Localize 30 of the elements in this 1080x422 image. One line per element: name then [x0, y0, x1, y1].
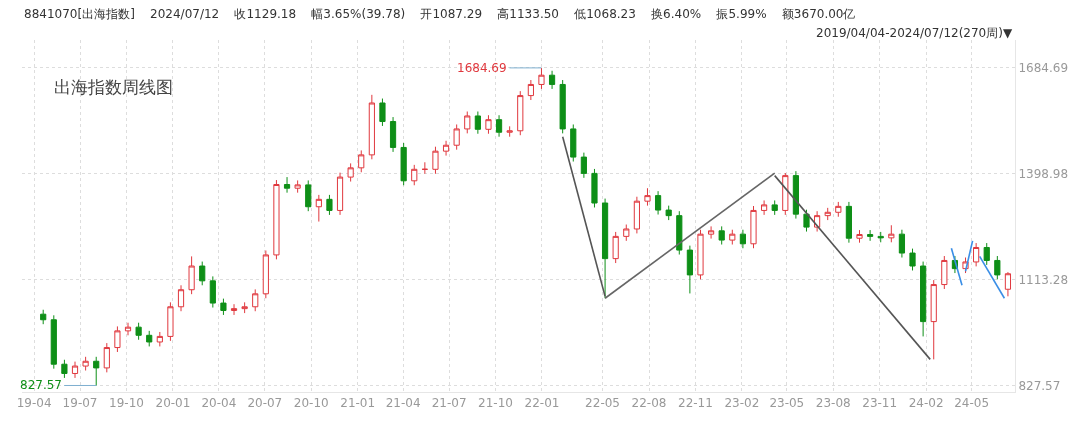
x-tick-label: 20-04 — [201, 396, 237, 411]
y-tick-label: 1398.98 — [1018, 166, 1069, 181]
chart-subtitle: 8841070[出海指数] 2024/07/12 收1129.18 幅3.65%(39.78) 开1087.29 高1133.50 低1068.23 换6.40% 振5.99% 额3670.00亿 — [24, 7, 856, 21]
y-tick-label: 827.57 — [1018, 378, 1061, 393]
x-tick-label: 24-05 — [954, 396, 990, 411]
x-tick-label: 22-08 — [631, 396, 667, 411]
x-tick-label: 24-02 — [908, 396, 944, 411]
x-tick-label: 23-11 — [862, 396, 898, 411]
y-tick-label: 1113.28 — [1018, 272, 1069, 287]
x-tick-label: 19-07 — [62, 396, 98, 411]
annotation: 1684.69 — [457, 61, 507, 75]
x-tick-label: 21-01 — [340, 396, 376, 411]
x-tick-label: 21-07 — [431, 396, 467, 411]
annotation: 2019/04/04-2024/07/12(270周)▼ — [816, 26, 1013, 40]
x-tick-label: 23-05 — [769, 396, 805, 411]
x-tick-label: 22-11 — [678, 396, 713, 411]
y-tick-label: 1684.69 — [1018, 61, 1069, 76]
x-tick-label: 20-07 — [247, 396, 283, 411]
x-tick-label: 20-01 — [155, 396, 191, 411]
x-tick-label: 20-10 — [293, 396, 329, 411]
x-tick-label: 19-10 — [109, 396, 144, 411]
x-tick-label: 22-05 — [585, 396, 620, 411]
x-tick-label: 21-10 — [478, 396, 513, 411]
x-tick-label: 23-02 — [724, 396, 760, 411]
text: 出海指数周线图 — [54, 77, 173, 97]
x-tick-label: 22-01 — [524, 396, 560, 411]
annotation: 827.57 — [20, 378, 62, 392]
x-tick-label: 23-08 — [815, 396, 851, 411]
x-tick-label: 21-04 — [385, 396, 421, 411]
x-tick-label: 19-04 — [16, 396, 52, 411]
